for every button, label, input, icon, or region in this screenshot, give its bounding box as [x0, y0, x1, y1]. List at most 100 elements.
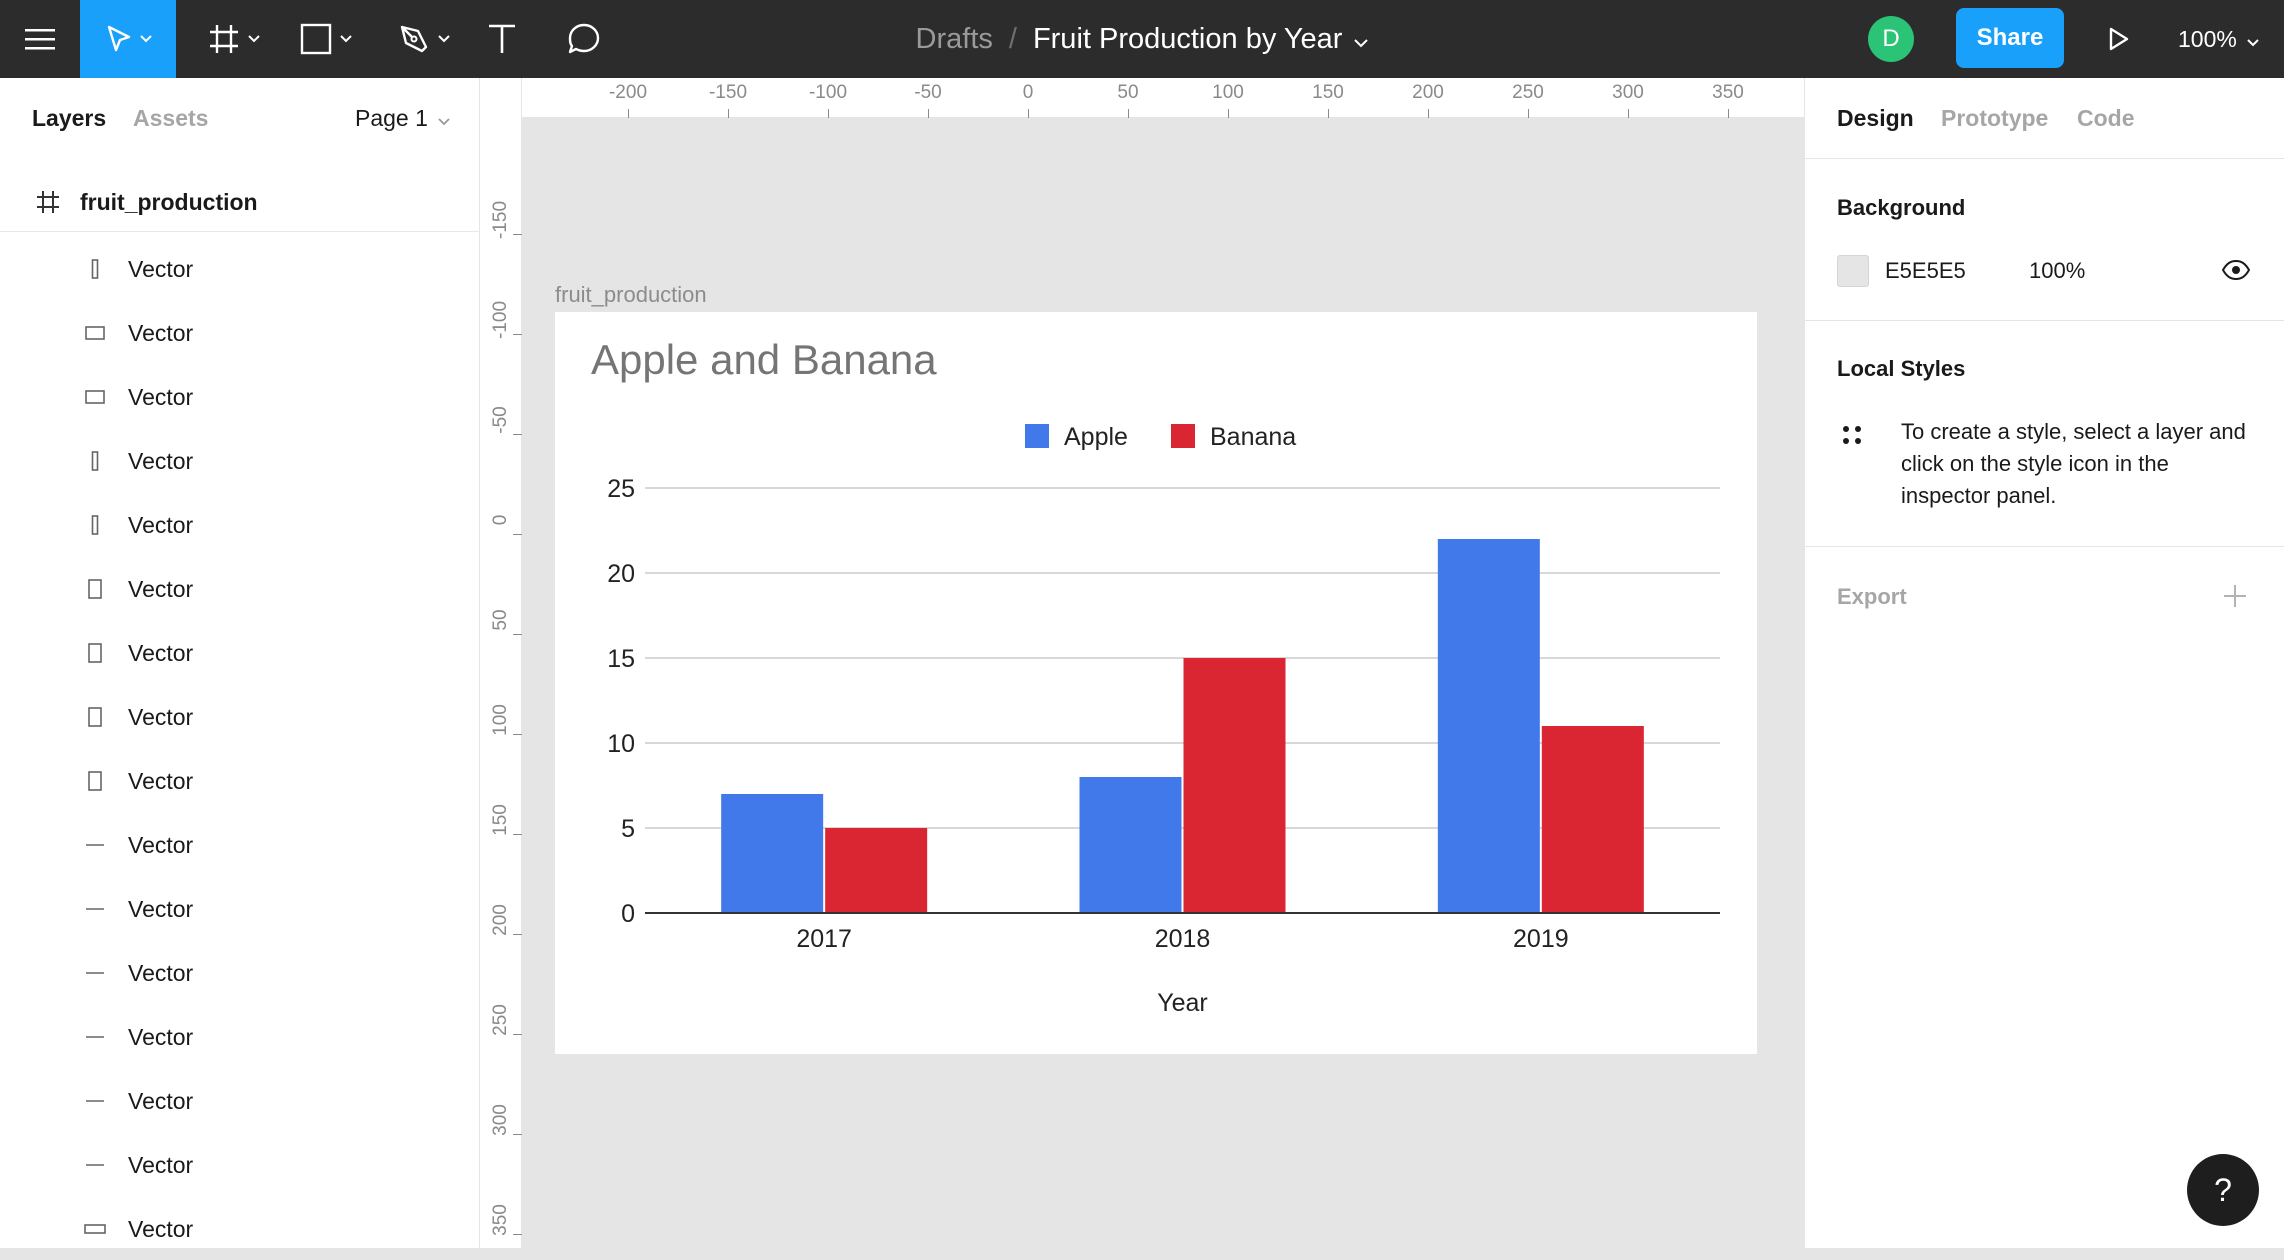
layer-row[interactable]: Vector — [0, 300, 480, 364]
move-tool-icon — [104, 24, 134, 54]
tab-code[interactable]: Code — [2077, 105, 2135, 131]
chevron-down-icon — [248, 35, 260, 43]
ruler-tick — [1328, 109, 1329, 118]
chevron-down-icon — [438, 105, 450, 132]
layer-row[interactable]: Vector — [0, 1004, 480, 1068]
vector-layer-icon — [84, 962, 106, 984]
ruler-label: 200 — [490, 904, 511, 936]
breadcrumb-drafts[interactable]: Drafts — [915, 22, 993, 55]
layer-row[interactable]: Vector — [0, 812, 480, 876]
y-tick-label: 5 — [621, 815, 635, 843]
layer-row[interactable]: Vector — [0, 364, 480, 428]
layer-label: Vector — [128, 448, 194, 474]
layer-row[interactable]: Vector — [0, 1068, 480, 1132]
bar-apple — [721, 794, 824, 913]
rectangle-tool-button[interactable] — [292, 0, 360, 78]
layer-row[interactable]: Vector — [0, 1132, 480, 1196]
layer-row[interactable]: Vector — [0, 940, 480, 1004]
ruler-tick — [1228, 109, 1229, 118]
chart-frame[interactable]: Apple and Banana 0 5 10 15 20 25 2017 2018 2019 Ye… — [555, 312, 1757, 1054]
pen-tool-button[interactable] — [390, 0, 458, 78]
ruler-tick — [828, 109, 829, 118]
ruler-label: 350 — [1712, 82, 1744, 103]
layer-frame-row[interactable]: fruit_production — [0, 172, 480, 232]
ruler-label: 150 — [1312, 82, 1344, 103]
add-export-icon[interactable] — [2223, 584, 2247, 613]
legend-swatch — [1171, 424, 1195, 448]
ruler-tick — [513, 934, 522, 935]
background-color-swatch[interactable] — [1837, 255, 1869, 287]
divider — [1805, 320, 2284, 321]
help-button[interactable]: ? — [2187, 1154, 2259, 1226]
ruler-tick — [513, 1234, 522, 1235]
layer-label: Vector — [128, 704, 194, 730]
layer-row[interactable]: Vector — [0, 556, 480, 620]
chevron-down-icon[interactable] — [1354, 23, 1369, 56]
chevron-down-icon — [2247, 26, 2259, 53]
styles-icon — [1841, 424, 1863, 451]
layer-label: Vector — [128, 960, 194, 986]
ruler-label: -150 — [490, 200, 511, 240]
frame-label[interactable]: fruit_production — [555, 282, 707, 307]
layer-row[interactable]: Vector — [0, 1196, 480, 1260]
x-tick-label: 2018 — [1155, 925, 1211, 953]
layer-label: Vector — [128, 384, 194, 410]
vector-layer-icon — [84, 578, 106, 600]
vector-layer-icon — [84, 770, 106, 792]
background-opacity-input[interactable]: 100% — [2029, 258, 2086, 283]
vector-layer-icon — [84, 514, 106, 536]
layer-row[interactable]: Vector — [0, 236, 480, 300]
layer-row[interactable]: Vector — [0, 876, 480, 940]
ruler-label: 100 — [1212, 82, 1244, 103]
tab-layers[interactable]: Layers — [32, 105, 107, 131]
eye-icon[interactable] — [2221, 258, 2251, 287]
top-ruler: -200 -150 -100 -50 0 50 100 150 200 250 300 350 — [522, 78, 1804, 118]
comment-tool-icon[interactable] — [560, 0, 608, 78]
ruler-tick — [1628, 109, 1629, 118]
local-styles-heading: Local Styles — [1837, 356, 1966, 381]
ruler-tick — [513, 334, 522, 335]
ruler-label: -100 — [808, 82, 848, 103]
ruler-tick — [1128, 109, 1129, 118]
layer-label: Vector — [128, 512, 194, 538]
share-button[interactable]: Share — [1956, 8, 2064, 68]
vector-layer-icon — [84, 1090, 106, 1112]
menu-icon[interactable] — [0, 0, 80, 78]
zoom-select[interactable]: 100% — [2178, 0, 2259, 78]
file-title: Drafts / Fruit Production by Year — [0, 0, 2284, 78]
text-tool-icon[interactable] — [480, 0, 524, 78]
bar-apple — [1437, 539, 1540, 913]
layer-label: Vector — [128, 1216, 194, 1242]
layer-row[interactable]: Vector — [0, 684, 480, 748]
vector-layer-icon — [84, 706, 106, 728]
ruler-tick — [1728, 109, 1729, 118]
tab-design[interactable]: Design — [1837, 105, 1914, 131]
layer-row[interactable]: Vector — [0, 748, 480, 812]
layer-row[interactable]: Vector — [0, 428, 480, 492]
y-tick-label: 10 — [607, 730, 635, 758]
file-name[interactable]: Fruit Production by Year — [1032, 22, 1343, 55]
page-select[interactable]: Page 1 — [355, 105, 450, 132]
vector-layer-icon — [84, 834, 106, 856]
tab-assets[interactable]: Assets — [133, 105, 209, 131]
avatar[interactable]: D — [1868, 16, 1914, 62]
legend-swatch — [1025, 424, 1049, 448]
layer-row[interactable]: Vector — [0, 620, 480, 684]
tab-prototype[interactable]: Prototype — [1941, 105, 2049, 131]
frame-layer-label: fruit_production — [80, 189, 258, 215]
x-tick-label: 2019 — [1513, 925, 1569, 953]
layer-label: Vector — [128, 896, 194, 922]
ruler-tick — [513, 434, 522, 435]
layer-row[interactable]: Vector — [0, 492, 480, 556]
y-tick-label: 20 — [607, 560, 635, 588]
ruler-tick — [1528, 109, 1529, 118]
ruler-label: -50 — [490, 406, 511, 434]
move-tool-button[interactable] — [80, 0, 176, 78]
ruler-label: 50 — [1117, 82, 1139, 103]
background-hex-input[interactable]: E5E5E5 — [1885, 258, 1966, 283]
frame-tool-button[interactable] — [200, 0, 268, 78]
ruler-tick — [728, 109, 729, 118]
present-icon[interactable] — [2096, 0, 2142, 78]
layer-label: Vector — [128, 1088, 194, 1114]
x-axis-label: Year — [1157, 989, 1208, 1017]
